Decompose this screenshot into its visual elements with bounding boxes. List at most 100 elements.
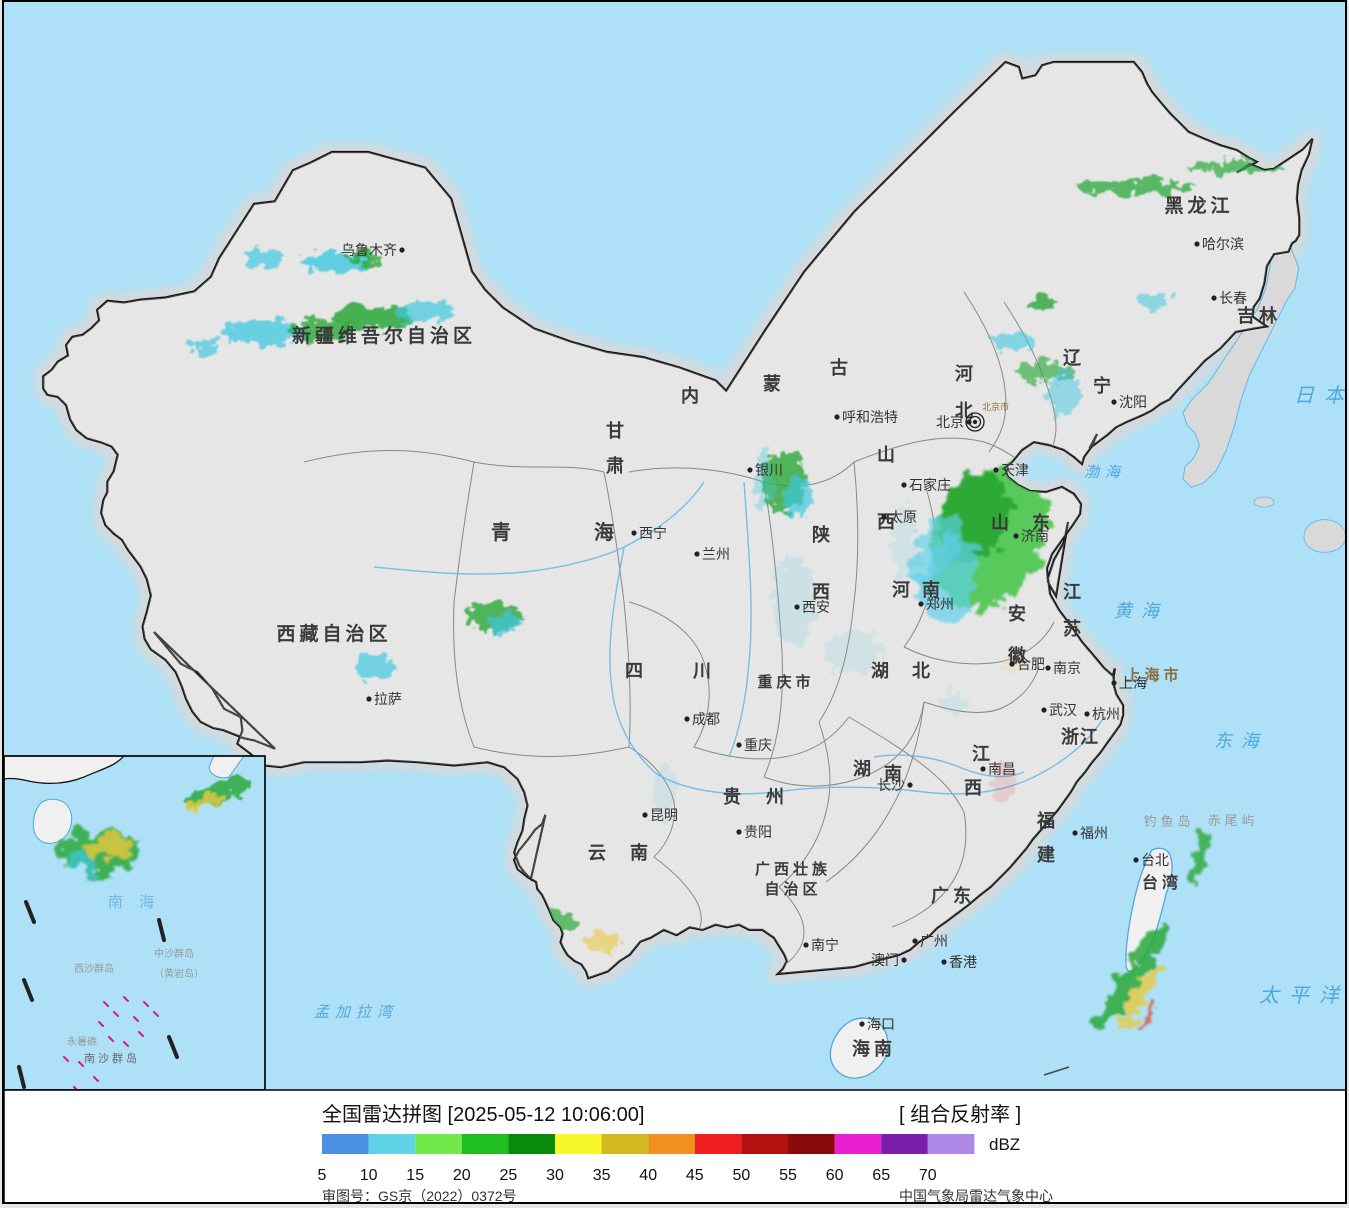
svg-text:广西壮族: 广西壮族 <box>755 860 831 878</box>
svg-text:南沙群岛: 南沙群岛 <box>84 1051 140 1065</box>
svg-text:dBZ: dBZ <box>989 1135 1020 1154</box>
svg-text:宁: 宁 <box>1093 375 1111 396</box>
svg-text:山: 山 <box>991 513 1009 533</box>
svg-text:70: 70 <box>919 1167 937 1184</box>
svg-text:重庆市: 重庆市 <box>757 673 814 691</box>
svg-text:海: 海 <box>594 520 614 544</box>
svg-text:湖: 湖 <box>871 661 889 681</box>
svg-text:石家庄: 石家庄 <box>909 477 951 493</box>
svg-text:黑龙江: 黑龙江 <box>1164 194 1233 217</box>
svg-text:南 海: 南 海 <box>108 894 160 911</box>
svg-text:上海: 上海 <box>1119 675 1147 691</box>
svg-text:全国雷达拼图 [2025-05-12 10:06:00]: 全国雷达拼图 [2025-05-12 10:06:00] <box>322 1103 644 1126</box>
svg-text:新疆维吾尔自治区: 新疆维吾尔自治区 <box>292 324 476 347</box>
svg-text:南宁: 南宁 <box>811 937 839 953</box>
svg-text:陕: 陕 <box>812 524 830 545</box>
svg-text:自治区: 自治区 <box>764 880 821 898</box>
svg-text:海南: 海南 <box>852 1038 896 1059</box>
svg-text:30: 30 <box>546 1167 564 1184</box>
svg-text:川: 川 <box>692 661 711 681</box>
svg-text:北京市: 北京市 <box>982 401 1009 412</box>
svg-text:东海: 东海 <box>1214 731 1268 751</box>
svg-text:福州: 福州 <box>1080 825 1108 841</box>
svg-text:西: 西 <box>964 778 982 798</box>
svg-text:10: 10 <box>360 1167 378 1184</box>
svg-text:台北: 台北 <box>1141 852 1169 868</box>
svg-text:（黄岩岛）: （黄岩岛） <box>154 967 204 980</box>
svg-text:合肥: 合肥 <box>1017 656 1045 672</box>
svg-text:济南: 济南 <box>1021 528 1049 544</box>
svg-text:长沙: 长沙 <box>877 777 905 793</box>
svg-text:西宁: 西宁 <box>639 525 667 541</box>
svg-text:香港: 香港 <box>949 954 977 970</box>
svg-text:四: 四 <box>625 661 643 681</box>
svg-text:赤尾屿: 赤尾屿 <box>1207 813 1258 828</box>
svg-text:日本海: 日本海 <box>1294 385 1347 407</box>
svg-text:南昌: 南昌 <box>988 761 1016 777</box>
svg-text:苏: 苏 <box>1063 618 1081 639</box>
svg-text:45: 45 <box>686 1167 704 1184</box>
svg-text:昆明: 昆明 <box>650 807 678 823</box>
svg-text:台湾: 台湾 <box>1142 873 1182 892</box>
svg-text:太原: 太原 <box>889 509 917 525</box>
svg-text:蒙: 蒙 <box>763 374 781 394</box>
svg-text:云: 云 <box>588 843 606 863</box>
svg-text:35: 35 <box>593 1167 611 1184</box>
svg-text:黄海: 黄海 <box>1114 601 1168 621</box>
svg-text:武汉: 武汉 <box>1049 702 1077 718</box>
svg-text:银川: 银川 <box>755 462 783 478</box>
svg-text:呼和浩特: 呼和浩特 <box>842 409 898 425</box>
svg-text:20: 20 <box>453 1167 471 1184</box>
svg-text:湖: 湖 <box>853 759 871 779</box>
svg-text:65: 65 <box>872 1167 890 1184</box>
svg-text:澳门: 澳门 <box>871 952 899 968</box>
svg-text:永暑礁: 永暑礁 <box>67 1035 97 1048</box>
svg-text:肃: 肃 <box>606 455 624 476</box>
svg-text:吉林: 吉林 <box>1237 305 1281 326</box>
svg-text:乌鲁木齐: 乌鲁木齐 <box>341 242 397 258</box>
svg-text:山: 山 <box>877 445 895 465</box>
svg-text:60: 60 <box>826 1167 844 1184</box>
svg-text:浙: 浙 <box>1061 726 1079 747</box>
svg-text:[ 组合反射率 ]: [ 组合反射率 ] <box>899 1103 1021 1126</box>
svg-text:江: 江 <box>1063 582 1081 602</box>
svg-text:州: 州 <box>765 787 784 807</box>
svg-text:西安: 西安 <box>802 599 830 615</box>
svg-text:审图号：GS京（2022）0372号: 审图号：GS京（2022）0372号 <box>322 1188 517 1204</box>
svg-text:河: 河 <box>955 364 973 384</box>
svg-text:50: 50 <box>733 1167 751 1184</box>
svg-text:安: 安 <box>1008 603 1026 624</box>
svg-text:江: 江 <box>1080 727 1098 747</box>
svg-text:福: 福 <box>1036 810 1055 831</box>
svg-text:南: 南 <box>630 842 648 863</box>
svg-text:杭州: 杭州 <box>1092 706 1120 722</box>
svg-text:辽: 辽 <box>1063 348 1082 368</box>
svg-text:兰州: 兰州 <box>702 546 730 562</box>
svg-text:中国气象局雷达气象中心: 中国气象局雷达气象中心 <box>899 1188 1053 1204</box>
svg-text:重庆: 重庆 <box>744 737 772 753</box>
svg-text:郑州: 郑州 <box>926 596 954 612</box>
svg-text:建: 建 <box>1037 844 1055 865</box>
svg-text:拉萨: 拉萨 <box>374 691 402 707</box>
svg-text:5: 5 <box>318 1167 327 1184</box>
svg-text:广: 广 <box>931 885 949 906</box>
svg-text:沈阳: 沈阳 <box>1119 394 1147 410</box>
svg-text:55: 55 <box>779 1167 797 1184</box>
svg-text:渤海: 渤海 <box>1084 464 1126 481</box>
svg-text:太平洋: 太平洋 <box>1259 985 1347 1007</box>
svg-text:青: 青 <box>491 521 511 544</box>
svg-text:西藏自治区: 西藏自治区 <box>276 622 391 645</box>
svg-text:北京: 北京 <box>936 414 964 430</box>
svg-text:西沙群岛: 西沙群岛 <box>74 962 114 975</box>
svg-text:中沙群岛: 中沙群岛 <box>154 947 194 960</box>
svg-text:广州: 广州 <box>920 933 948 949</box>
svg-text:海口: 海口 <box>867 1016 895 1032</box>
svg-text:钓鱼岛: 钓鱼岛 <box>1143 814 1194 829</box>
svg-text:南京: 南京 <box>1053 660 1081 676</box>
svg-text:内: 内 <box>681 385 699 406</box>
svg-text:河: 河 <box>892 580 910 600</box>
svg-text:15: 15 <box>406 1167 424 1184</box>
svg-text:北: 北 <box>912 661 930 681</box>
svg-text:40: 40 <box>639 1167 657 1184</box>
svg-text:孟加拉湾: 孟加拉湾 <box>314 1004 398 1021</box>
